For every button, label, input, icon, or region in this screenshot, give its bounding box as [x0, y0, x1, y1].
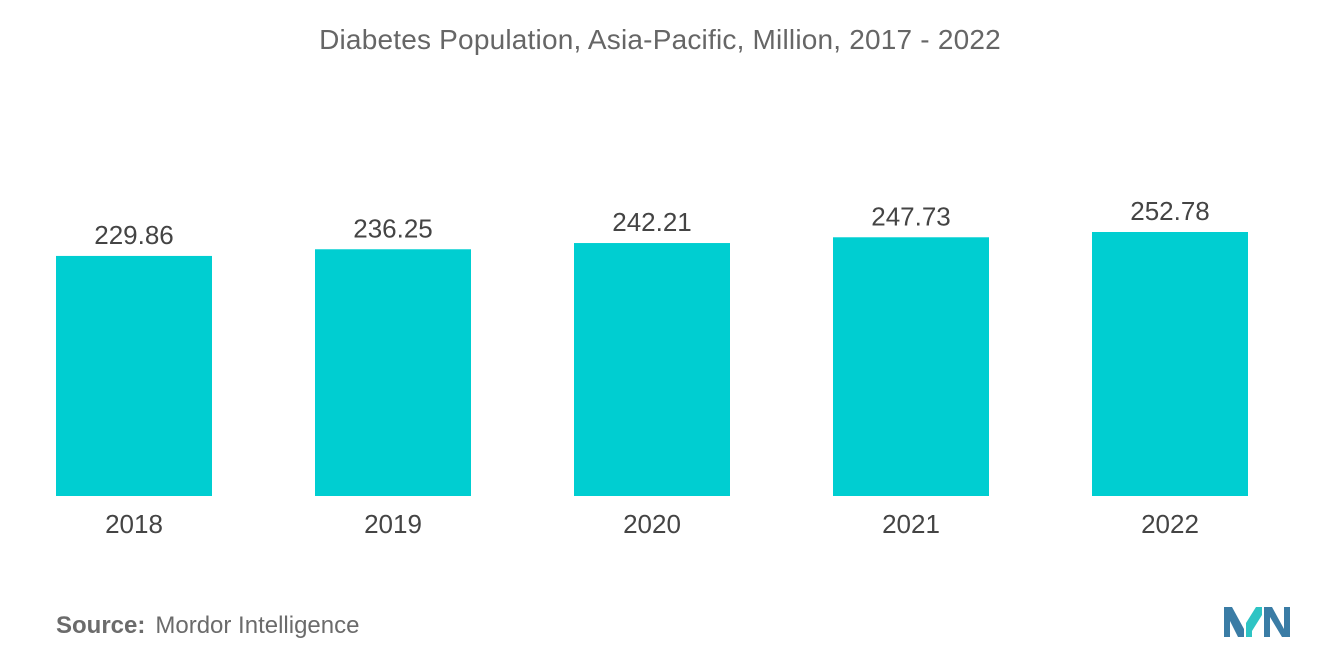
x-tick-label-2022: 2022 — [1141, 509, 1199, 539]
bar-2022 — [1092, 232, 1248, 496]
x-tick-label-2021: 2021 — [882, 509, 940, 539]
source-label: Source: — [56, 612, 146, 639]
x-tick-label-2018: 2018 — [105, 509, 163, 539]
bar-2020 — [574, 243, 730, 496]
value-label-2019: 236.25 — [353, 213, 433, 243]
value-labels-layer: 229.86 236.25 242.21 247.73 252.78 — [94, 196, 1210, 250]
logo-shape-right — [1264, 607, 1290, 637]
x-tick-labels-layer: 2018 2019 2020 2021 2022 — [105, 509, 1199, 539]
value-label-2021: 247.73 — [871, 201, 951, 231]
logo-shape-center — [1246, 607, 1262, 637]
x-tick-label-2019: 2019 — [364, 509, 422, 539]
mordor-intelligence-logo — [1224, 607, 1290, 637]
value-label-2022: 252.78 — [1130, 196, 1210, 226]
value-label-2020: 242.21 — [612, 207, 692, 237]
bar-2021 — [833, 237, 989, 496]
logo-shape-left — [1224, 607, 1244, 637]
bars-layer — [56, 232, 1248, 496]
chart-title: Diabetes Population, Asia-Pacific, Milli… — [319, 24, 1001, 55]
value-label-2018: 229.86 — [94, 220, 174, 250]
x-tick-label-2020: 2020 — [623, 509, 681, 539]
bar-chart: 229.86 236.25 242.21 247.73 252.78 2018 2019 2… — [56, 196, 1248, 539]
source-text: Mordor Intelligence — [155, 612, 360, 639]
source-note: Source: Mordor Intelligence — [56, 612, 359, 640]
bar-2019 — [315, 249, 471, 496]
bar-2018 — [56, 255, 212, 496]
